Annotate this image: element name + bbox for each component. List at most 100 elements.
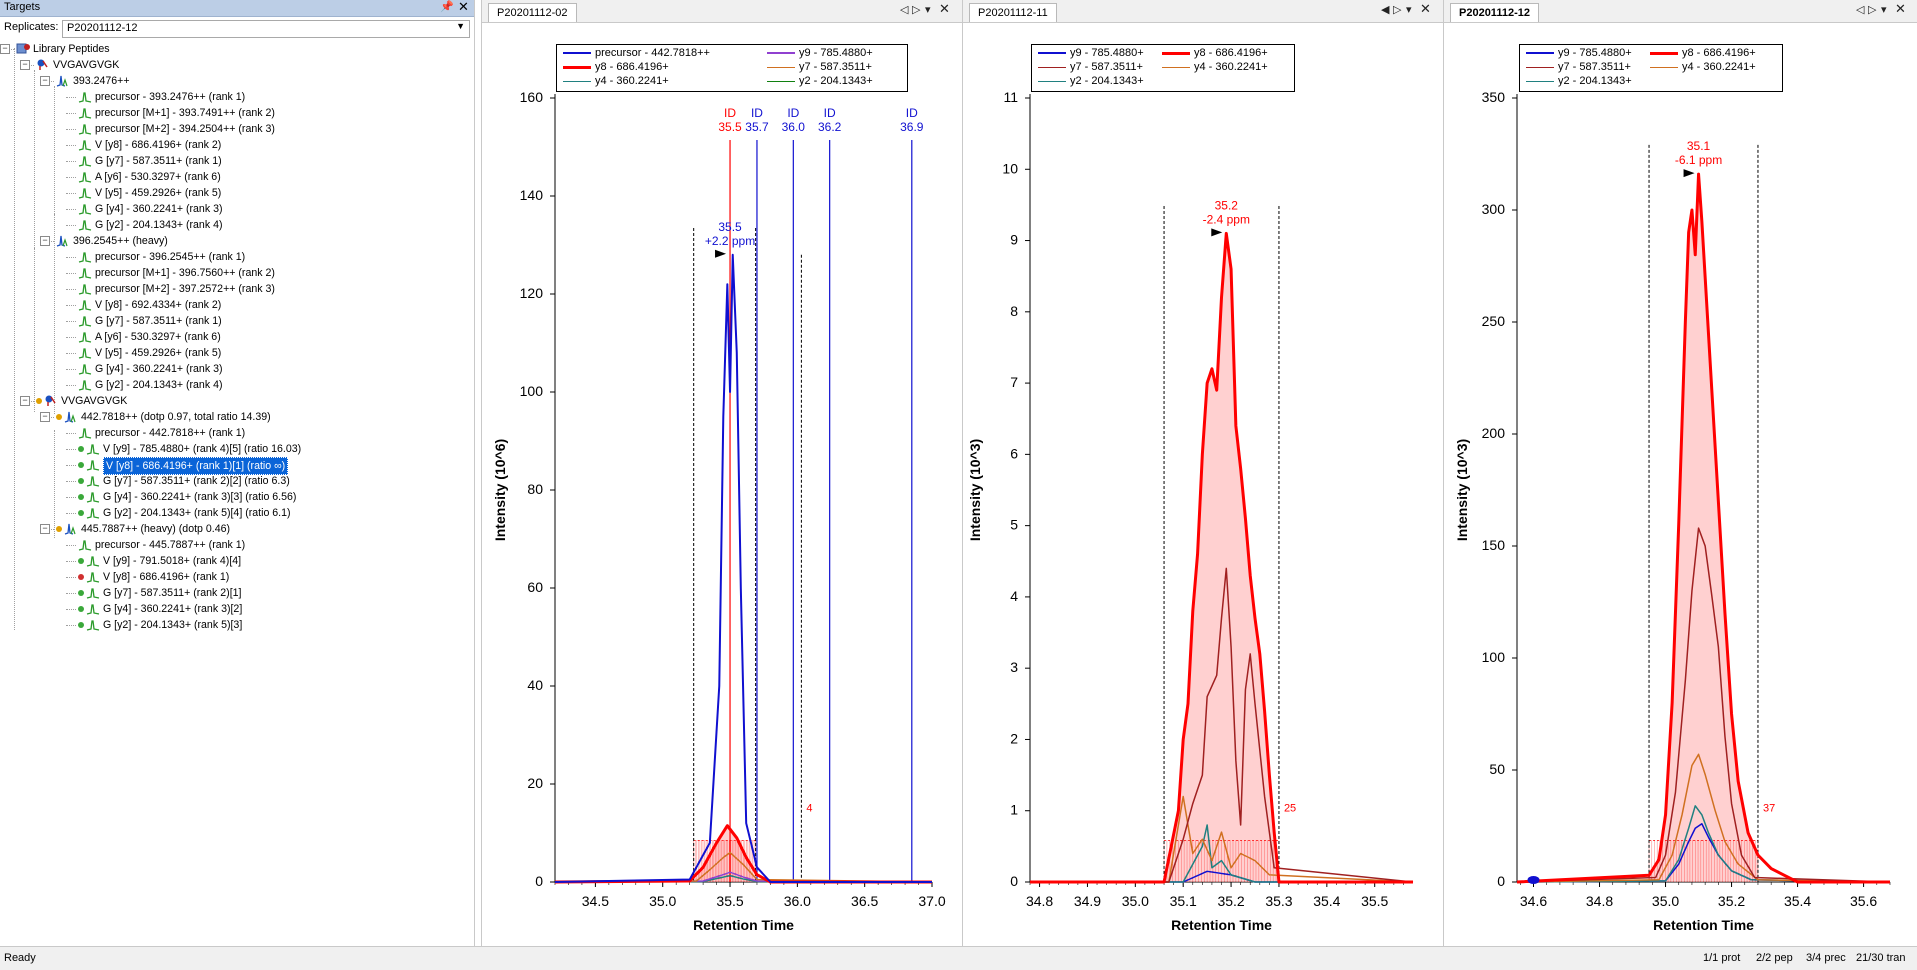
legend-label: y9 - 785.4880+: [1558, 47, 1632, 59]
tab-menu-icon[interactable]: ▾: [1406, 4, 1412, 16]
status-dot-icon: [78, 494, 84, 500]
legend-label: y9 - 785.4880+: [1070, 47, 1144, 59]
tab-prev-icon[interactable]: ◁: [900, 4, 909, 16]
replicates-row: Replicates: P20201112-12 ▼: [0, 17, 474, 39]
tree-node-label: G [y4] - 360.2241+ (rank 3)[2]: [103, 603, 243, 615]
y-axis-label: Intensity (10^6): [492, 439, 508, 541]
collapse-icon[interactable]: −: [40, 76, 50, 86]
x-tick-label: 35.3: [1265, 893, 1292, 909]
replicate-dropdown[interactable]: P20201112-12 ▼: [62, 20, 470, 38]
x-tick-label: 35.5: [716, 893, 743, 909]
tab-menu-icon[interactable]: ▾: [925, 4, 931, 16]
legend-label: y4 - 360.2241+: [595, 75, 669, 87]
status-dot-icon: [78, 446, 84, 452]
tree-connector: [66, 193, 76, 194]
tab-replicate[interactable]: P20201112-02: [488, 3, 577, 22]
peak-marker-icon[interactable]: [1683, 169, 1695, 178]
transition-peak-icon: [86, 460, 100, 471]
tab-next-icon[interactable]: ▷: [912, 4, 921, 16]
collapse-icon[interactable]: −: [0, 44, 10, 54]
status-dot-icon: [78, 606, 84, 612]
close-icon[interactable]: ✕: [939, 1, 950, 16]
legend-label: y8 - 686.4196+: [1682, 47, 1756, 59]
y-tick-label: 150: [1482, 537, 1506, 553]
x-tick-label: 35.5: [1361, 893, 1388, 909]
x-tick-label: 35.0: [1122, 893, 1149, 909]
x-axis-label: Retention Time: [1653, 917, 1754, 933]
collapse-icon[interactable]: −: [20, 60, 30, 70]
legend-entry: y9 - 785.4880+: [1038, 47, 1144, 59]
tree-connector: [66, 209, 76, 210]
y-tick-label: 8: [1010, 303, 1018, 319]
tree-connector: [66, 113, 76, 114]
tree-connector: [66, 305, 76, 306]
tree-guide-line: [34, 248, 35, 412]
transition-peak-icon: [78, 92, 92, 103]
tree-connector: [66, 449, 76, 450]
legend-label: y7 - 587.3511+: [1070, 61, 1143, 73]
chromatogram-chart: 0 20 40 60 80 100 120 140 160 34.5 35.0 35.5 36.0 36.…: [492, 89, 946, 933]
chevron-down-icon: ▼: [456, 21, 465, 31]
tree-connector: [66, 129, 76, 130]
transition-peak-icon: [86, 572, 100, 583]
tab-replicate[interactable]: P20201112-11: [969, 3, 1057, 22]
tree-node-label: VVGAVGVGK: [61, 395, 128, 407]
precursor-icon: [56, 235, 68, 247]
legend-entry: y8 - 686.4196+: [1650, 47, 1756, 59]
legend-swatch: [1162, 51, 1190, 55]
tab-prev-icon[interactable]: ◀: [1381, 4, 1390, 16]
tree-node-label: V [y8] - 686.4196+ (rank 1)[1] (ratio ∞): [103, 457, 289, 475]
tab-next-icon[interactable]: ▷: [1868, 4, 1877, 16]
status-dot-icon: [36, 398, 42, 404]
tree-connector: [66, 481, 76, 482]
tree-node-label: precursor - 445.7887++ (rank 1): [95, 539, 246, 551]
close-icon[interactable]: ✕: [1420, 1, 1431, 16]
status-transition-count: 21/30 tran: [1856, 952, 1906, 964]
series-line: [554, 871, 933, 883]
y-tick-label: 5: [1010, 517, 1018, 533]
collapse-icon[interactable]: −: [40, 524, 50, 534]
peak-marker-icon[interactable]: [715, 249, 727, 258]
y-tick-label: 40: [527, 677, 543, 693]
collapse-icon[interactable]: −: [20, 396, 30, 406]
x-tick-label: 34.9: [1074, 893, 1101, 909]
close-icon[interactable]: ✕: [1895, 1, 1906, 16]
series-line: [1516, 753, 1891, 883]
legend-entry: y8 - 686.4196+: [1162, 47, 1268, 59]
transition-peak-icon: [78, 316, 92, 327]
peak-marker-icon[interactable]: [1211, 228, 1223, 237]
transition-peak-icon: [78, 428, 92, 439]
legend-swatch: [1038, 80, 1066, 82]
tab-strip: P20201112-02 ◁ ▷ ▾ ✕: [482, 0, 963, 23]
y-tick-label: 6: [1010, 445, 1018, 461]
tree-connector: [66, 257, 76, 258]
tree-node-label: G [y7] - 587.3511+ (rank 2)[1]: [103, 587, 242, 599]
peak-ppm-label: +2.2 ppm: [705, 234, 755, 248]
collapse-icon[interactable]: −: [40, 236, 50, 246]
legend-swatch: [1526, 80, 1554, 82]
legend-entry: y7 - 587.3511+: [1038, 61, 1143, 73]
y-tick-label: 0: [535, 873, 543, 889]
transition-peak-icon: [86, 556, 100, 567]
collapse-icon[interactable]: −: [40, 412, 50, 422]
y-axis-label: Intensity (10^3): [967, 439, 983, 541]
tab-menu-icon[interactable]: ▾: [1881, 4, 1887, 16]
x-tick-label: 35.1: [1170, 893, 1197, 909]
y-tick-label: 10: [1002, 160, 1018, 176]
y-tick-label: 160: [520, 89, 544, 105]
tab-replicate-active[interactable]: P20201112-12: [1450, 3, 1539, 22]
close-icon[interactable]: ✕: [458, 0, 469, 14]
pin-icon[interactable]: 📌: [440, 1, 454, 13]
tree-connector: [66, 337, 76, 338]
y-tick-label: 3: [1010, 659, 1018, 675]
tree-connector: [66, 625, 76, 626]
tab-prev-icon[interactable]: ◁: [1856, 4, 1865, 16]
transition-peak-icon: [78, 204, 92, 215]
tree-connector: [66, 289, 76, 290]
series-line: [1030, 567, 1414, 883]
tree-node-label: G [y2] - 204.1343+ (rank 5)[3]: [103, 619, 243, 631]
tab-next-icon[interactable]: ▷: [1393, 4, 1402, 16]
id-rt-label: 35.7: [745, 120, 769, 134]
legend-swatch: [563, 52, 591, 55]
tree-connector: [66, 561, 76, 562]
